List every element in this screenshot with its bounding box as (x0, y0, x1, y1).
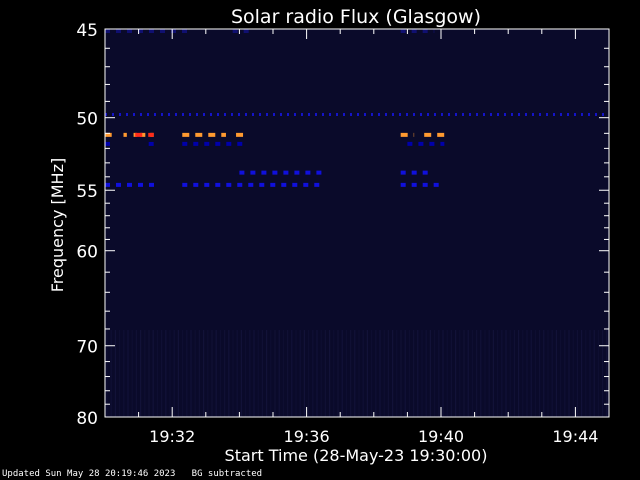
y-axis: 45 50 55 60 70 80 (76, 21, 609, 429)
y-tick-label-70: 70 (76, 338, 98, 358)
y-tick-label-50: 50 (76, 110, 98, 130)
y-axis-label: Frequency [MHz] (48, 158, 67, 292)
x-tick-label-1944: 19:44 (552, 427, 598, 446)
x-axis-label: Start Time (28-May-23 19:30:00) (225, 446, 488, 465)
chart-title: Solar radio Flux (Glasgow) (231, 6, 481, 28)
footer-status: Updated Sun May 28 20:19:46 2023 BG subt… (2, 469, 263, 479)
y-tick-label-80: 80 (76, 409, 98, 429)
plot-area (104, 28, 610, 418)
plot-background (105, 29, 609, 417)
plot-frame (104, 28, 610, 418)
y-tick-label-45: 45 (76, 21, 98, 41)
x-tick-label-1936: 19:36 (284, 427, 330, 446)
y-tick-label-55: 55 (76, 182, 98, 202)
x-tick-label-1932: 19:32 (149, 427, 195, 446)
x-axis: 19:32 19:36 19:40 19:44 (104, 29, 610, 446)
y-tick-label-60: 60 (76, 243, 98, 263)
x-tick-label-1940: 19:40 (418, 427, 464, 446)
